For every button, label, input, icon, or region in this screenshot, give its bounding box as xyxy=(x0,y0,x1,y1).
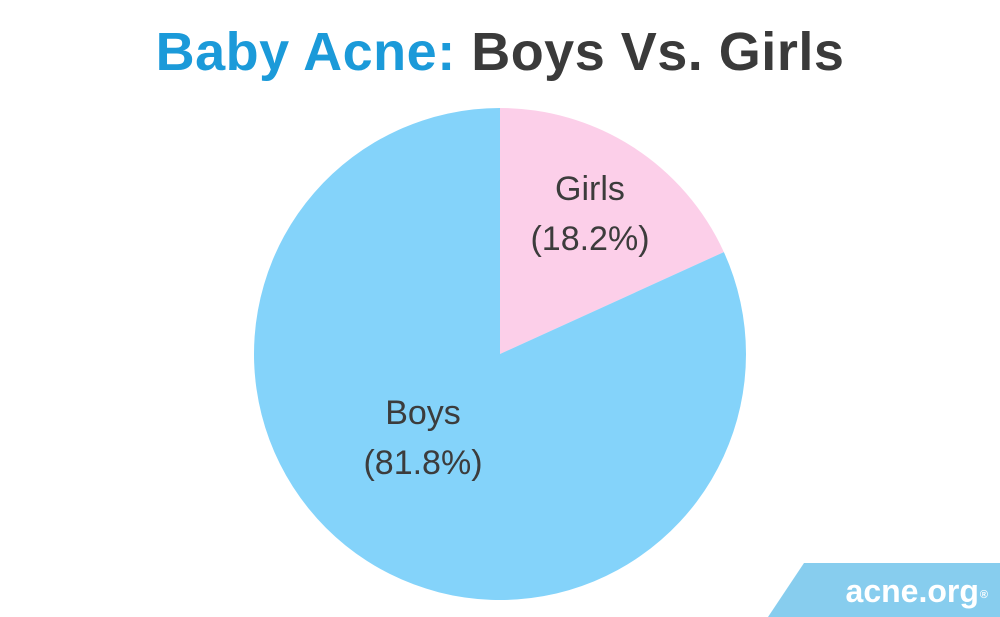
slice-value-girls: (18.2%) xyxy=(530,220,649,258)
slice-label-boys: Boys xyxy=(385,394,461,432)
registered-mark: ® xyxy=(979,589,988,601)
pie-slice-boys xyxy=(253,108,746,601)
slice-label-girls: Girls xyxy=(555,170,625,208)
acne-org-logo: acne.org® xyxy=(768,563,1000,617)
logo-text: acne.org® xyxy=(846,571,988,611)
title-main: Boys Vs. Girls xyxy=(471,22,845,82)
chart-title: Baby Acne: Boys Vs. Girls xyxy=(0,12,1000,92)
logo-wordmark: acne.org xyxy=(845,573,979,609)
title-accent: Baby Acne: xyxy=(155,22,456,82)
slice-value-boys: (81.8%) xyxy=(363,444,482,482)
logo-background xyxy=(768,563,1000,617)
pie-slice-girls xyxy=(500,108,724,354)
